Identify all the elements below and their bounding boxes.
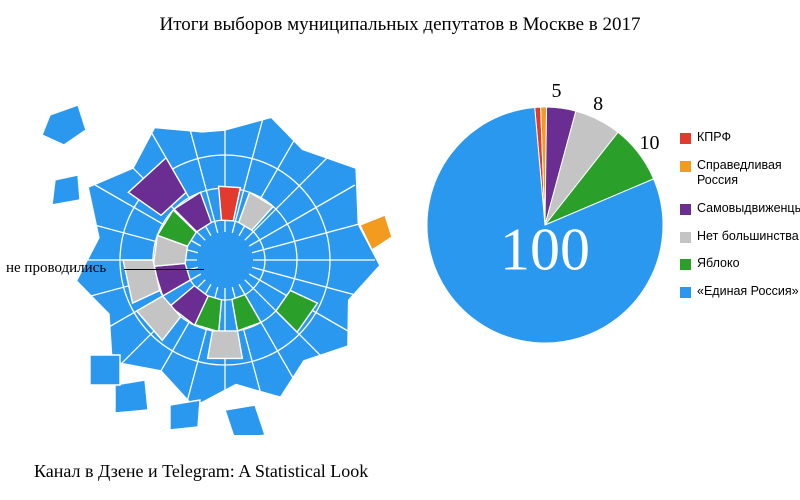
- pie-slice-label-none: 8: [593, 93, 603, 116]
- legend-label: «Единая Россия»: [697, 284, 799, 300]
- legend-label: Справедливая Россия: [697, 158, 800, 189]
- legend-item: Яблоко: [680, 256, 800, 272]
- legend-swatch: [680, 259, 691, 270]
- map-district: [170, 400, 200, 430]
- legend: КПРФ Справедливая Россия Самовыдвиженцы Нет…: [680, 130, 800, 311]
- legend-label: Яблоко: [697, 256, 740, 272]
- map-container: [20, 55, 400, 435]
- legend-swatch: [680, 287, 691, 298]
- map-district: [225, 405, 265, 435]
- footer-text: Канал в Дзене и Telegram: A Statistical …: [34, 461, 368, 482]
- map-district: [90, 355, 120, 385]
- legend-item: Нет большинства: [680, 229, 800, 245]
- legend-label: КПРФ: [697, 130, 731, 146]
- pie-dominant-value: 100: [500, 216, 590, 285]
- legend-swatch: [680, 204, 691, 215]
- map-district: [52, 175, 80, 205]
- legend-label: Самовыдвиженцы: [697, 201, 800, 217]
- map-district: [42, 105, 86, 145]
- legend-item: Справедливая Россия: [680, 158, 800, 189]
- pie-slice-label-self: 5: [552, 80, 562, 103]
- legend-item: «Единая Россия»: [680, 284, 800, 300]
- map-district: [208, 331, 243, 359]
- legend-item: Самовыдвиженцы: [680, 201, 800, 217]
- map-annotation-leader: [124, 269, 204, 270]
- legend-item: КПРФ: [680, 130, 800, 146]
- pie-slice-label-yabloko: 10: [639, 132, 659, 155]
- page-title: Итоги выборов муниципальных депутатов в …: [0, 14, 800, 36]
- legend-swatch: [680, 161, 691, 172]
- legend-label: Нет большинства: [697, 229, 799, 245]
- legend-swatch: [680, 133, 691, 144]
- map-annotation: не проводились: [6, 260, 106, 277]
- pie-chart: 100 5810: [420, 100, 670, 350]
- legend-swatch: [680, 232, 691, 243]
- moscow-map: [20, 55, 400, 435]
